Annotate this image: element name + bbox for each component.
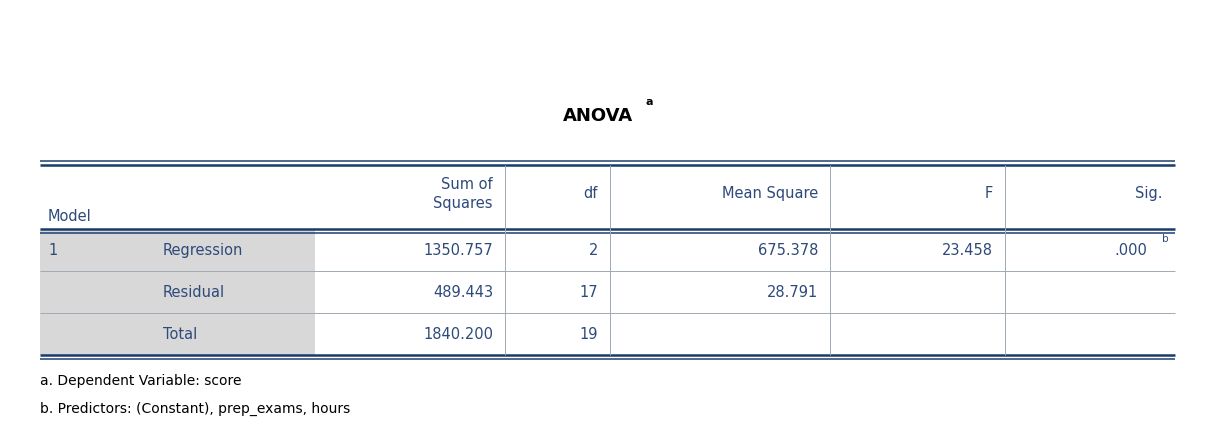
Bar — [40, 271, 315, 313]
Bar — [315, 230, 1175, 271]
Bar — [40, 166, 1175, 230]
Text: Residual: Residual — [163, 285, 226, 300]
Text: Regression: Regression — [163, 243, 244, 258]
Text: ANOVA: ANOVA — [563, 107, 633, 125]
Text: Total: Total — [163, 327, 198, 342]
Text: 489.443: 489.443 — [433, 285, 493, 300]
Text: 675.378: 675.378 — [757, 243, 818, 258]
Bar — [315, 271, 1175, 313]
Text: a. Dependent Variable: score: a. Dependent Variable: score — [40, 373, 241, 387]
Text: Model: Model — [48, 209, 92, 224]
Text: 17: 17 — [579, 285, 598, 300]
Text: 19: 19 — [580, 327, 598, 342]
Text: Sum of
Squares: Sum of Squares — [433, 177, 493, 210]
Text: Sig.: Sig. — [1136, 186, 1163, 201]
Bar — [315, 313, 1175, 355]
Text: .000: .000 — [1114, 243, 1147, 258]
Text: Mean Square: Mean Square — [721, 186, 818, 201]
Text: a: a — [645, 97, 652, 107]
Text: F: F — [985, 186, 993, 201]
Text: 1: 1 — [48, 243, 57, 258]
Text: 1350.757: 1350.757 — [423, 243, 493, 258]
Text: b. Predictors: (Constant), prep_exams, hours: b. Predictors: (Constant), prep_exams, h… — [40, 401, 350, 415]
Text: 23.458: 23.458 — [942, 243, 993, 258]
Text: 1840.200: 1840.200 — [423, 327, 493, 342]
Text: 2: 2 — [589, 243, 598, 258]
Bar — [40, 313, 315, 355]
Bar — [40, 230, 315, 271]
Text: 28.791: 28.791 — [767, 285, 818, 300]
Text: df: df — [584, 186, 598, 201]
Text: b: b — [1163, 233, 1169, 243]
